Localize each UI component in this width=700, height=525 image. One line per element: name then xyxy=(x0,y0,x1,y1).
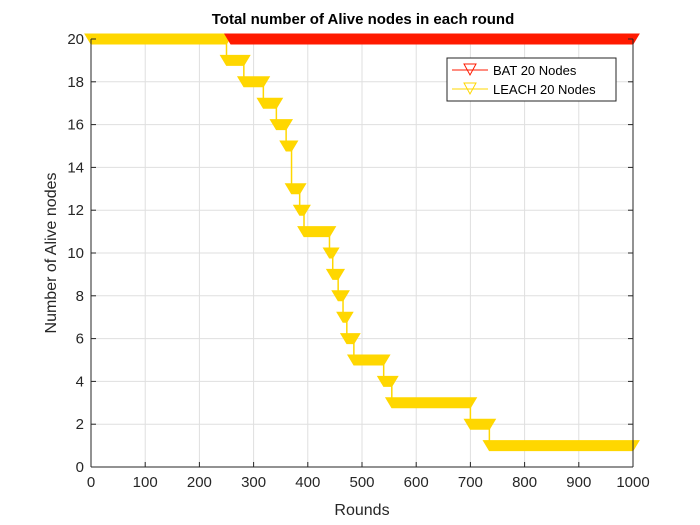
legend-item-bat: BAT 20 Nodes xyxy=(452,63,577,78)
legend-label-bat: BAT 20 Nodes xyxy=(493,63,577,78)
y-tick-label: 2 xyxy=(76,416,84,433)
legend: BAT 20 Nodes LEACH 20 Nodes xyxy=(446,57,617,102)
y-tick-label: 0 xyxy=(76,459,84,476)
x-tick-label: 100 xyxy=(133,474,158,491)
down-triangle-marker-icon xyxy=(284,183,307,195)
down-triangle-marker-icon xyxy=(269,119,294,131)
x-tick-label: 700 xyxy=(458,474,483,491)
grid-lines xyxy=(90,38,634,468)
x-tick-label: 200 xyxy=(187,474,212,491)
axes: 0 100 200 300 400 500 600 700 800 900 1000 0 2 4 6 8 10 1… xyxy=(67,31,649,491)
down-triangle-marker-icon xyxy=(463,63,477,77)
down-triangle-marker-icon xyxy=(322,247,340,259)
legend-item-leach: LEACH 20 Nodes xyxy=(452,82,596,97)
x-tick-label: 600 xyxy=(404,474,429,491)
down-triangle-marker-icon xyxy=(482,440,640,452)
down-triangle-marker-icon xyxy=(331,290,350,302)
y-tick-label: 16 xyxy=(67,117,84,134)
x-tick-label: 300 xyxy=(241,474,266,491)
down-triangle-marker-icon xyxy=(219,54,251,66)
y-tick-label: 18 xyxy=(67,74,84,91)
y-tick-label: 20 xyxy=(67,31,84,48)
y-tick-label: 4 xyxy=(76,373,84,390)
down-triangle-marker-icon xyxy=(236,76,271,88)
x-tick-label: 0 xyxy=(87,474,95,491)
y-tick-label: 10 xyxy=(67,245,84,262)
down-triangle-marker-icon xyxy=(463,418,497,430)
legend-label-leach: LEACH 20 Nodes xyxy=(493,82,596,97)
y-axis-label: Number of Alive nodes xyxy=(43,173,60,334)
down-triangle-marker-icon xyxy=(346,354,391,366)
x-tick-label: 1000 xyxy=(616,474,649,491)
series-bat-20-nodes xyxy=(223,33,640,45)
down-triangle-marker-icon xyxy=(376,375,399,387)
y-tick-label: 8 xyxy=(76,288,84,305)
down-triangle-marker-icon xyxy=(84,33,234,45)
x-tick-label: 500 xyxy=(349,474,374,491)
down-triangle-marker-icon xyxy=(463,82,477,96)
y-tick-label: 12 xyxy=(67,202,84,219)
down-triangle-marker-icon xyxy=(325,268,346,280)
chart-title: Total number of Alive nodes in each roun… xyxy=(212,11,515,28)
x-tick-label: 400 xyxy=(295,474,320,491)
down-triangle-marker-icon xyxy=(279,140,299,152)
down-triangle-marker-icon xyxy=(384,397,478,409)
series-leach-20-nodes xyxy=(84,33,640,452)
down-triangle-marker-icon xyxy=(292,204,311,216)
down-triangle-marker-icon xyxy=(256,97,284,109)
x-axis-label: Rounds xyxy=(334,502,389,519)
down-triangle-marker-icon xyxy=(223,33,640,45)
down-triangle-marker-icon xyxy=(339,333,361,345)
x-tick-label: 800 xyxy=(512,474,537,491)
series-layer xyxy=(84,33,640,452)
y-tick-label: 14 xyxy=(67,159,84,176)
x-tick-label: 900 xyxy=(566,474,591,491)
down-triangle-marker-icon xyxy=(297,226,337,238)
down-triangle-marker-icon xyxy=(336,311,354,323)
y-tick-label: 6 xyxy=(76,331,84,348)
